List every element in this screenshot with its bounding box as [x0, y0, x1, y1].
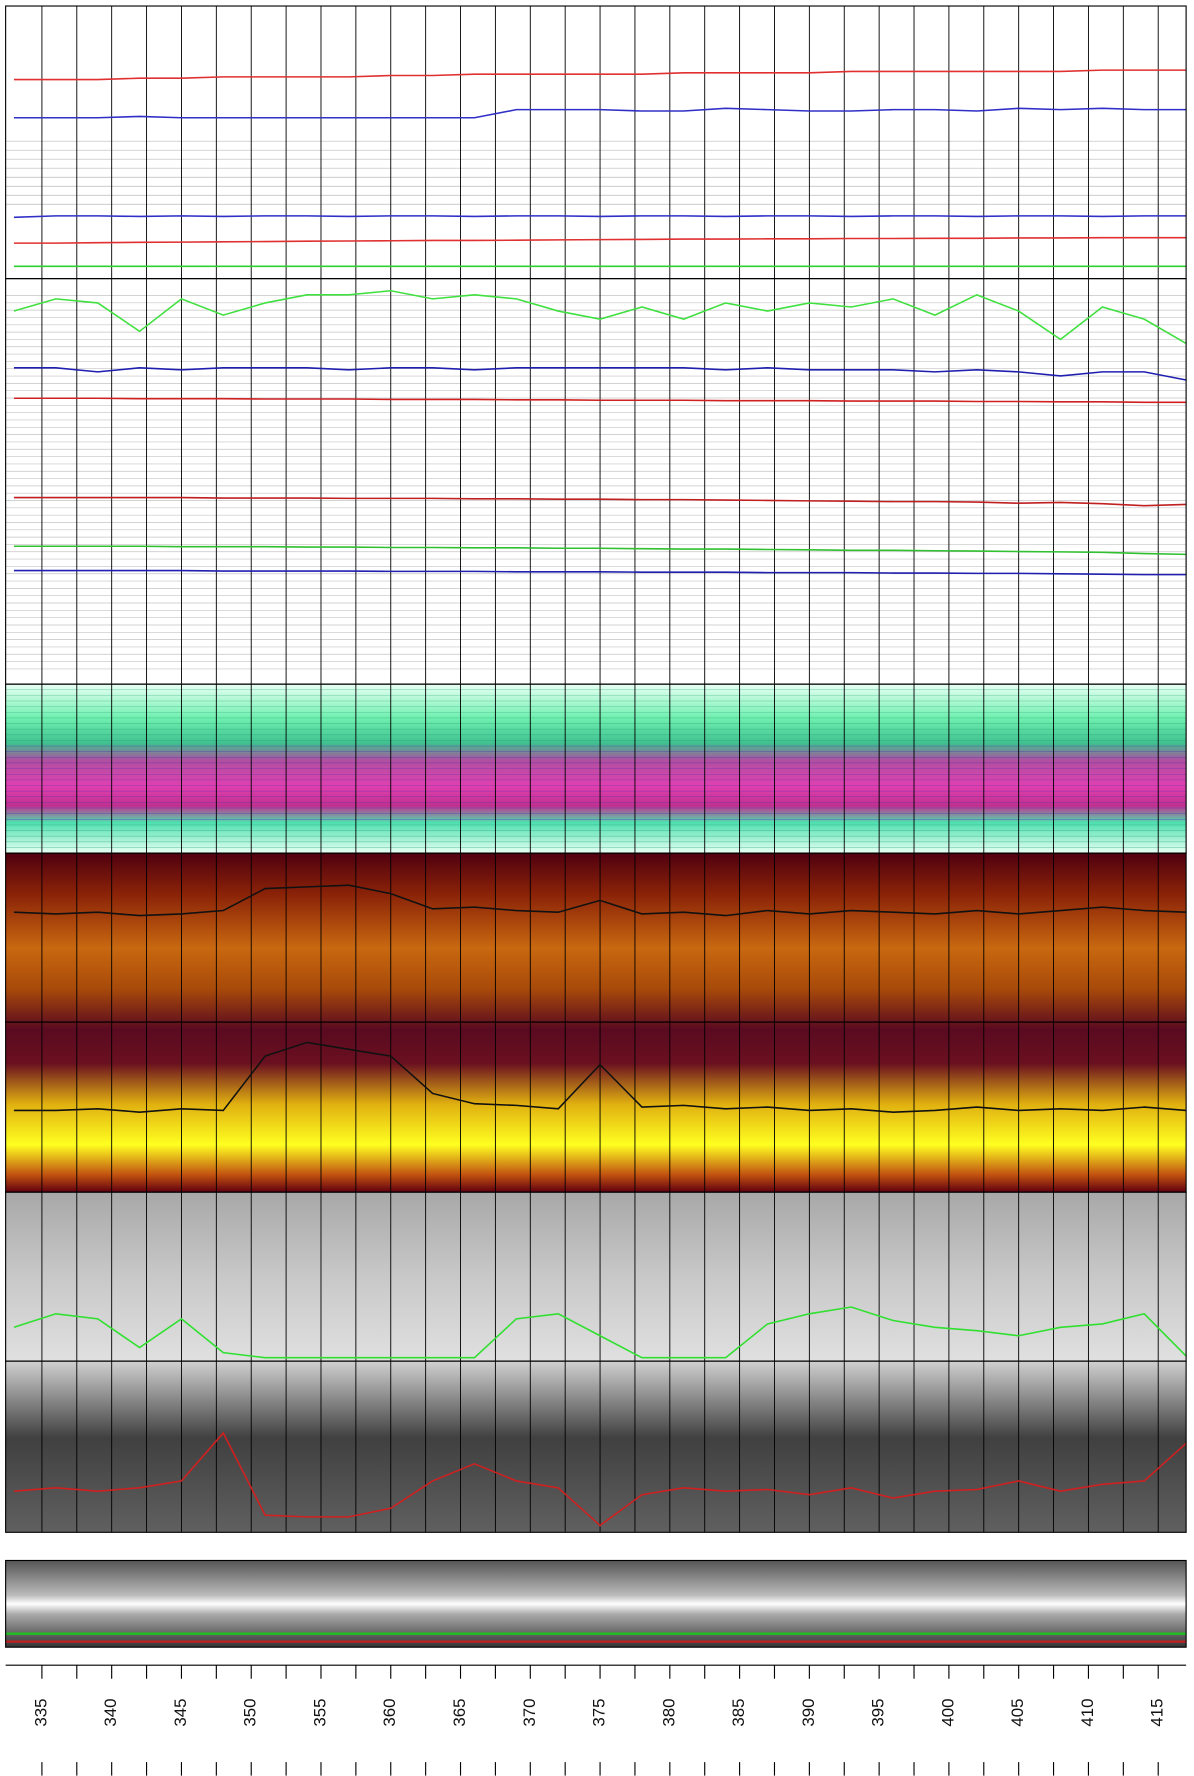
x-tick-label: 385 — [729, 1698, 748, 1726]
x-tick-label: 405 — [1008, 1698, 1027, 1726]
x-tick-label: 395 — [869, 1698, 888, 1726]
series-line — [14, 216, 1186, 217]
x-tick-label: 335 — [31, 1698, 50, 1726]
x-tick-label: 400 — [938, 1698, 957, 1726]
x-tick-label: 375 — [590, 1698, 609, 1726]
x-tick-label: 380 — [659, 1698, 678, 1726]
x-tick-label: 340 — [101, 1698, 120, 1726]
page: {"chart_data": {"type": "line", "xlim": … — [0, 0, 1194, 1776]
x-tick-label: 415 — [1148, 1698, 1167, 1726]
gray-image — [6, 1361, 1186, 1532]
x-tick-label: 355 — [310, 1698, 329, 1726]
x-tick-label: 365 — [450, 1698, 469, 1726]
x-tick-label: 350 — [241, 1698, 260, 1726]
x-axis: 335 340 345 350 355 360 365 370 375 380 385 390 395 4… — [31, 1665, 1166, 1775]
x-tick-label: 360 — [380, 1698, 399, 1726]
x-tick-label: 345 — [171, 1698, 190, 1726]
chart: 335 340 345 350 355 360 365 370 375 380 385 390 395 4… — [0, 0, 1194, 1776]
x-tick-label: 390 — [799, 1698, 818, 1726]
x-tick-label: 410 — [1078, 1698, 1097, 1726]
gray-image — [6, 1192, 1186, 1361]
x-tick-label: 370 — [520, 1698, 539, 1726]
